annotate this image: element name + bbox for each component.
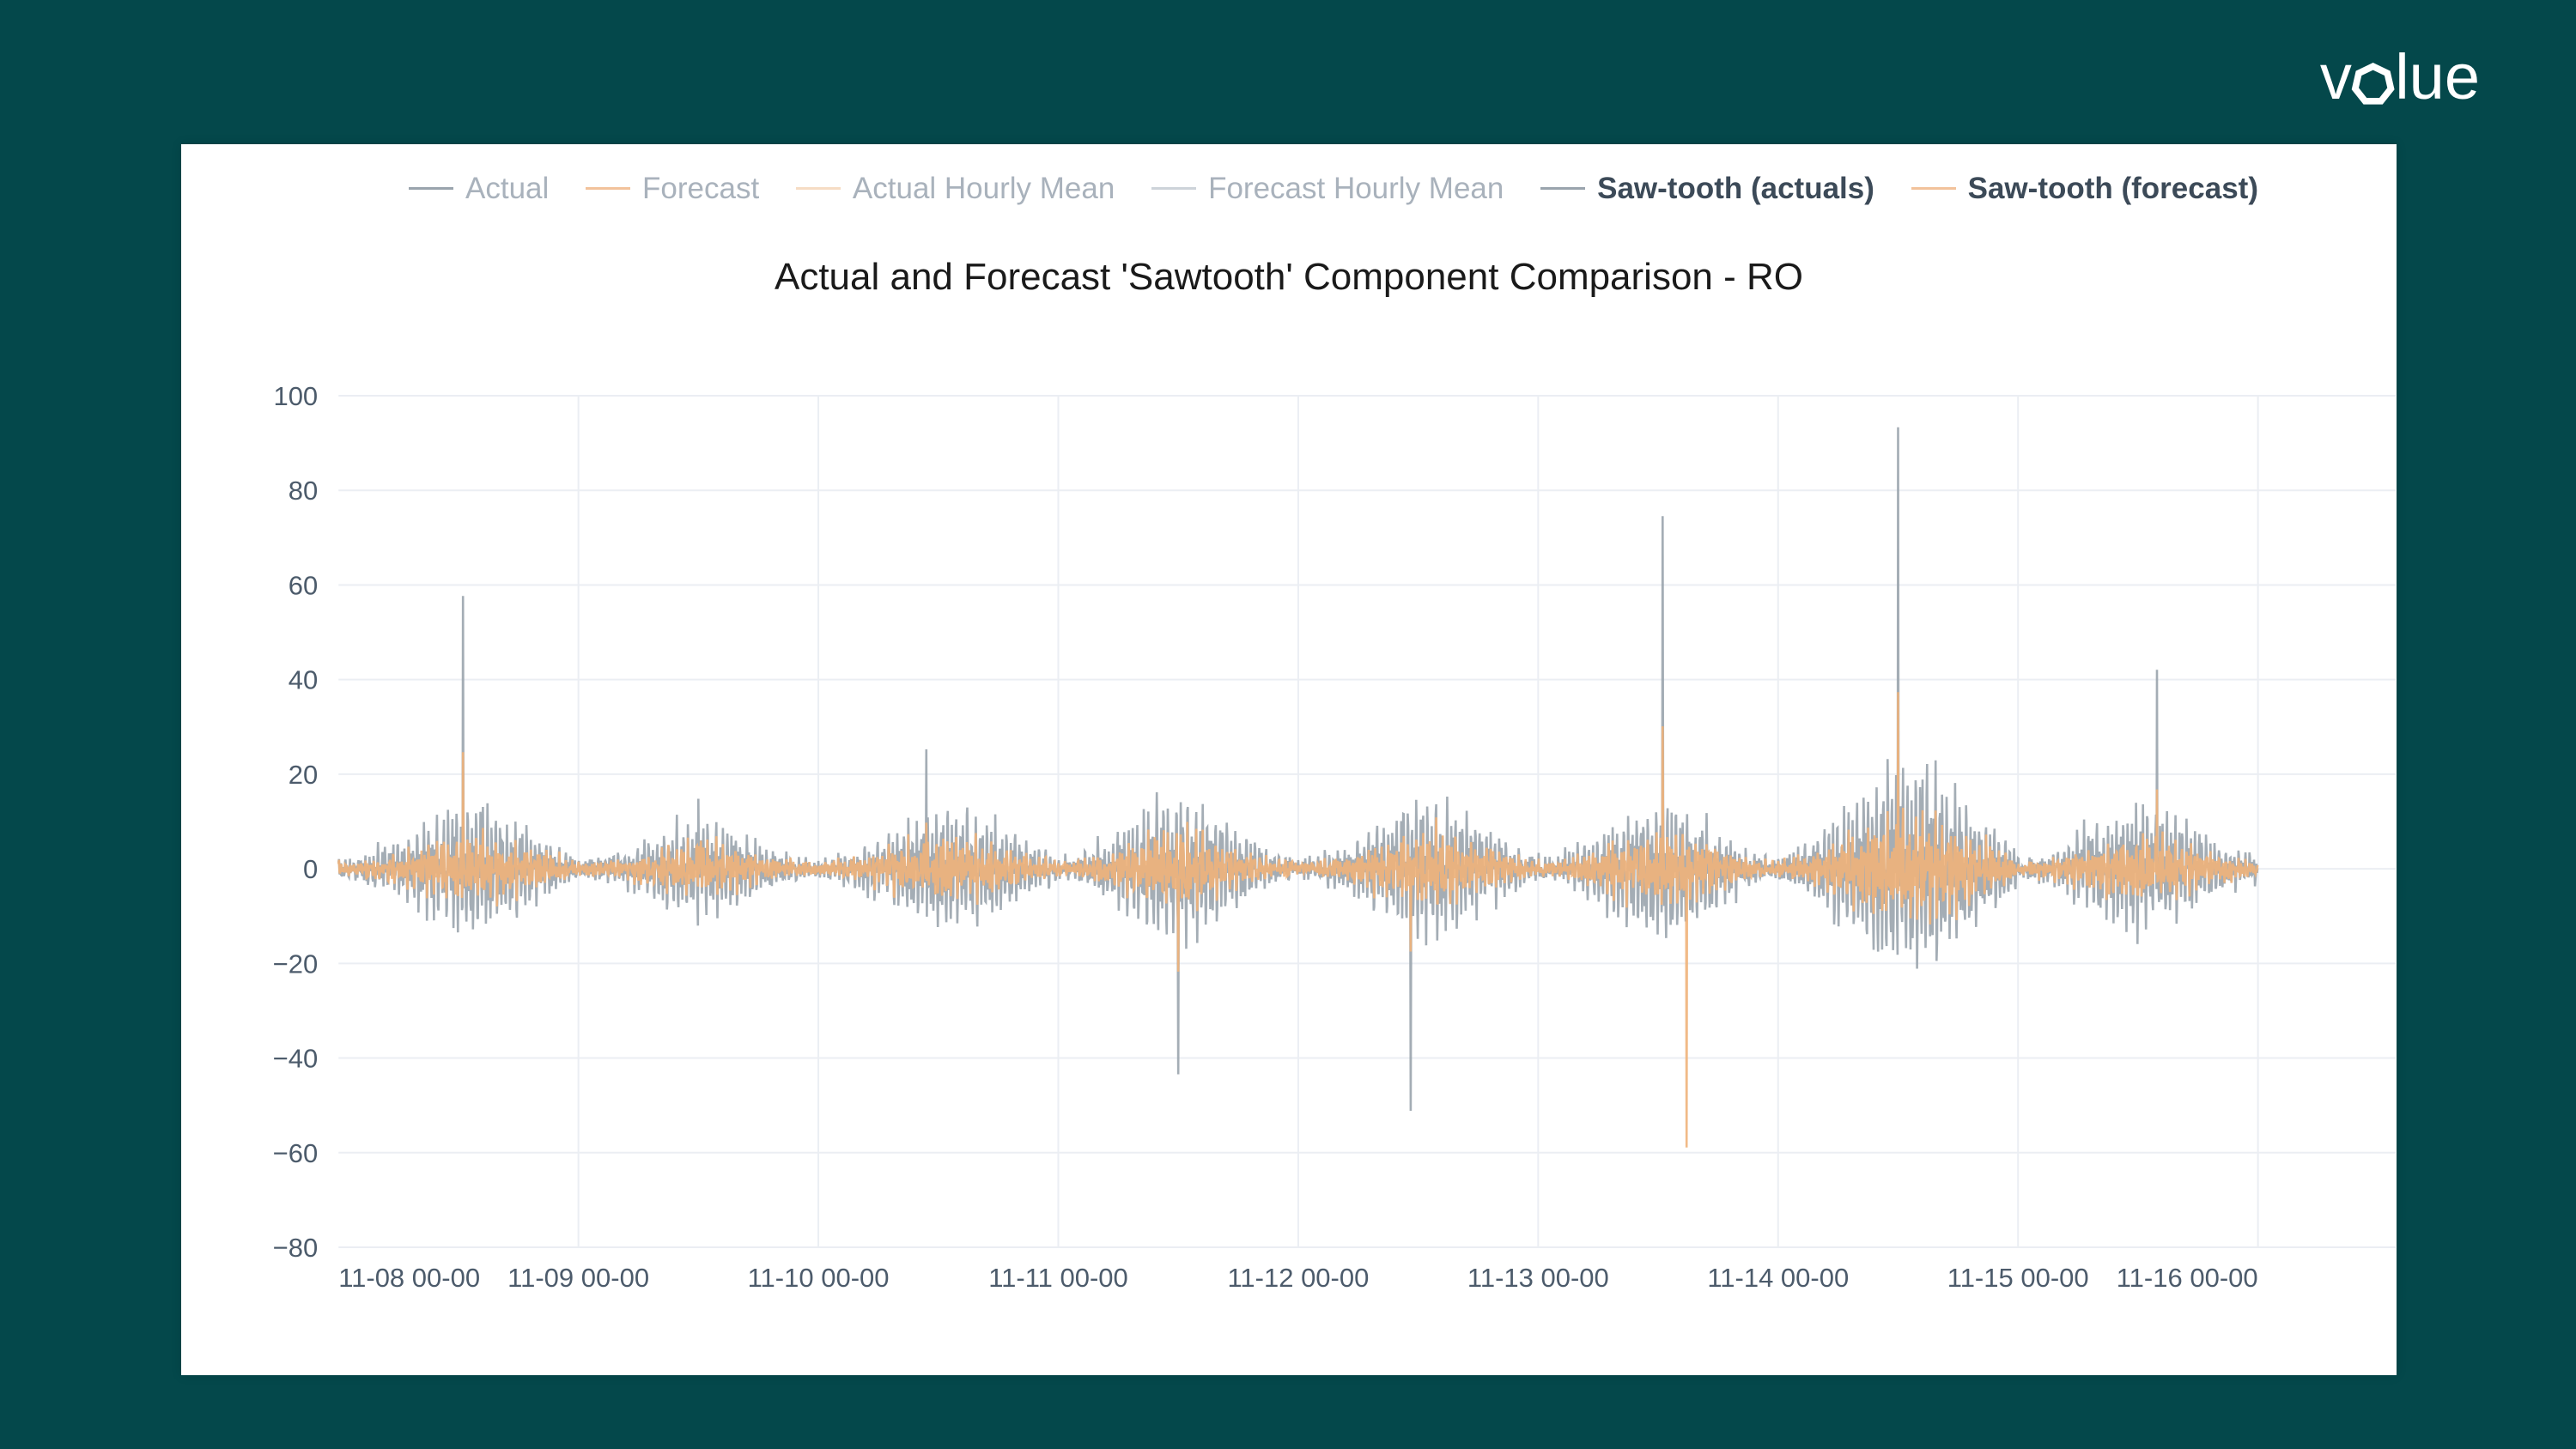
svg-text:11-08 00-00: 11-08 00-00: [338, 1263, 480, 1293]
svg-text:−20: −20: [273, 949, 319, 979]
svg-text:40: 40: [289, 665, 318, 695]
svg-text:100: 100: [273, 381, 318, 411]
svg-text:11-15 00-00: 11-15 00-00: [1947, 1263, 2089, 1293]
svg-text:11-14 00-00: 11-14 00-00: [1707, 1263, 1849, 1293]
svg-text:11-13 00-00: 11-13 00-00: [1467, 1263, 1609, 1293]
svg-text:11-16 00-00: 11-16 00-00: [2117, 1263, 2258, 1293]
svg-text:−40: −40: [273, 1044, 319, 1074]
svg-text:−80: −80: [273, 1233, 319, 1263]
svg-text:0: 0: [303, 854, 318, 884]
svg-text:20: 20: [289, 760, 318, 790]
svg-text:11-12 00-00: 11-12 00-00: [1227, 1263, 1369, 1293]
svg-text:60: 60: [289, 570, 318, 600]
svg-text:80: 80: [289, 476, 318, 506]
svg-text:11-11 00-00: 11-11 00-00: [988, 1263, 1128, 1293]
svg-text:11-10 00-00: 11-10 00-00: [748, 1263, 890, 1293]
svg-text:11-09 00-00: 11-09 00-00: [507, 1263, 649, 1293]
svg-text:−60: −60: [273, 1138, 319, 1168]
